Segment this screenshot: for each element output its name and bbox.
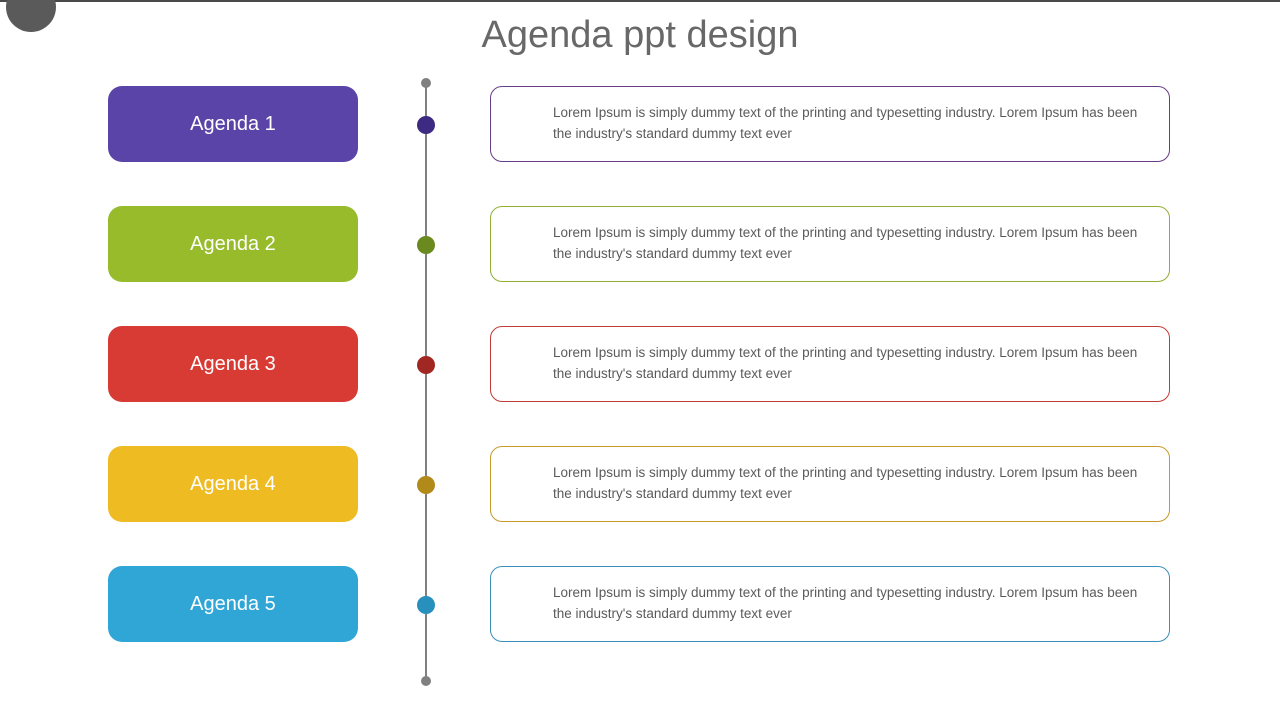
- agenda-row: Agenda 5 Lorem Ipsum is simply dummy tex…: [0, 566, 1280, 644]
- agenda-description-box: Lorem Ipsum is simply dummy text of the …: [490, 566, 1170, 642]
- agenda-label: Agenda 2: [190, 233, 276, 256]
- agenda-description: Lorem Ipsum is simply dummy text of the …: [553, 343, 1149, 385]
- timeline-dot-icon: [417, 356, 435, 374]
- agenda-row: Agenda 3 Lorem Ipsum is simply dummy tex…: [0, 326, 1280, 404]
- agenda-pill: Agenda 1: [108, 86, 358, 162]
- agenda-description: Lorem Ipsum is simply dummy text of the …: [553, 223, 1149, 265]
- agenda-row: Agenda 1 Lorem Ipsum is simply dummy tex…: [0, 86, 1280, 164]
- agenda-pill: Agenda 4: [108, 446, 358, 522]
- agenda-pill: Agenda 3: [108, 326, 358, 402]
- timeline-dot-icon: [417, 476, 435, 494]
- agenda-description: Lorem Ipsum is simply dummy text of the …: [553, 583, 1149, 625]
- agenda-description-box: Lorem Ipsum is simply dummy text of the …: [490, 206, 1170, 282]
- agenda-description: Lorem Ipsum is simply dummy text of the …: [553, 103, 1149, 145]
- top-border: [0, 0, 1280, 2]
- timeline-dot-icon: [417, 236, 435, 254]
- agenda-label: Agenda 3: [190, 353, 276, 376]
- timeline-dot-icon: [417, 116, 435, 134]
- agenda-description-box: Lorem Ipsum is simply dummy text of the …: [490, 446, 1170, 522]
- agenda-description-box: Lorem Ipsum is simply dummy text of the …: [490, 86, 1170, 162]
- timeline-dot-icon: [417, 596, 435, 614]
- agenda-pill: Agenda 2: [108, 206, 358, 282]
- agenda-row: Agenda 2 Lorem Ipsum is simply dummy tex…: [0, 206, 1280, 284]
- agenda-description-box: Lorem Ipsum is simply dummy text of the …: [490, 326, 1170, 402]
- page-title: Agenda ppt design: [0, 14, 1280, 57]
- agenda-description: Lorem Ipsum is simply dummy text of the …: [553, 463, 1149, 505]
- agenda-label: Agenda 1: [190, 113, 276, 136]
- agenda-row: Agenda 4 Lorem Ipsum is simply dummy tex…: [0, 446, 1280, 524]
- agenda-rows: Agenda 1 Lorem Ipsum is simply dummy tex…: [0, 86, 1280, 686]
- agenda-label: Agenda 5: [190, 593, 276, 616]
- agenda-pill: Agenda 5: [108, 566, 358, 642]
- agenda-label: Agenda 4: [190, 473, 276, 496]
